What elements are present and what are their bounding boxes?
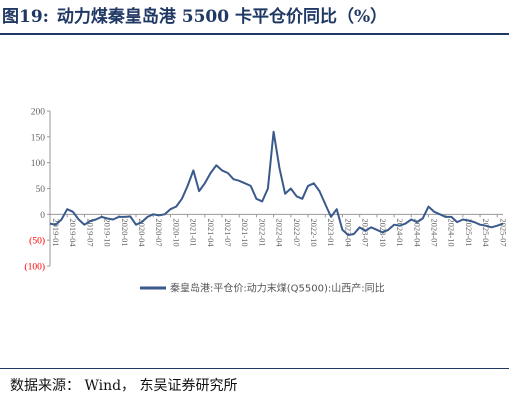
y-tick-label: 100 [31,159,46,169]
x-tick-label: 2019-07 [85,218,95,246]
y-tick-label: 50 [36,185,46,195]
title-divider [0,33,509,35]
x-tick-label: 2024-07 [429,218,439,246]
x-tick-label: 2025-04 [481,218,491,247]
x-tick-label: 2022-07 [292,218,302,246]
source-note: 数据来源： Wind， 东吴证券研究所 [10,378,238,394]
footer-divider [0,368,509,369]
x-tick-label: 2022-01 [257,218,267,246]
x-tick-label: 2020-01 [120,218,130,246]
x-tick-label: 2022-04 [275,218,285,247]
x-tick-label: 2023-01 [326,218,336,246]
x-tick-label: 2019-01 [51,218,61,246]
y-tick-label: 200 [31,108,46,118]
x-tick-label: 2024-10 [447,218,457,246]
x-tick-label: 2024-04 [412,218,422,247]
x-tick-label: 2020-07 [154,218,164,246]
x-tick-label: 2023-07 [361,218,371,246]
x-tick-label: 2023-04 [343,218,353,247]
x-tick-label: 2021-01 [189,218,199,246]
x-tick-label: 2021-07 [223,218,233,246]
x-tick-label: 2019-10 [103,218,113,246]
figure-title-text: 动力煤秦皇岛港 5500 卡平仓价同比（%） [56,7,388,27]
x-tick-label: 2022-10 [309,218,319,246]
figure-number: 图19: [2,7,49,27]
x-tick-label: 2020-10 [171,218,181,246]
series-line [49,130,504,236]
legend-label: 秦皇岛港:平仓价:动力末煤(Q5500):山西产:同比 [170,282,385,295]
x-tick-label: 2025-01 [464,218,474,246]
x-axis: 2019-01 2019-04 2019-07 2019-10 2020-01 2020-… [49,213,508,247]
x-tick-label: 2021-10 [240,218,250,246]
x-tick-label: 2025-07 [498,218,508,246]
x-tick-label: 2021-04 [206,218,216,247]
y-tick-label: 150 [31,133,46,143]
series-layer [49,130,504,236]
x-tick-label: 2020-04 [137,218,147,247]
y-axis: 200 150 100 50 0 (50) (100) [24,108,51,273]
y-tick-label: 0 [40,211,45,221]
x-tick-label: 2019-04 [68,218,78,247]
y-tick-label: (100) [24,262,45,273]
legend: 秦皇岛港:平仓价:动力末煤(Q5500):山西产:同比 [140,282,385,295]
figure-title: 图19: 动力煤秦皇岛港 5500 卡平仓价同比（%） [2,4,507,30]
x-tick-label: 2024-01 [395,218,405,246]
y-tick-label: (50) [29,236,45,247]
